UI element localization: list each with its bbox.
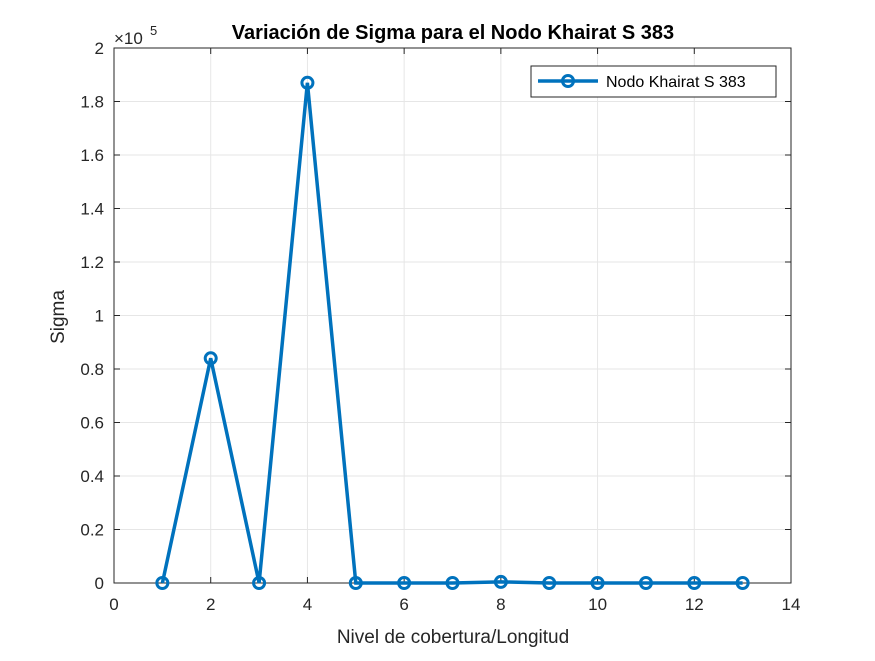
data-point-marker [445,576,460,590]
legend-marker-swatch [561,74,575,88]
x-axis-label: Nivel de cobertura/Longitud [337,627,569,648]
y-tick-label: 0 [95,574,104,593]
y-tick-label: 0.4 [80,467,104,486]
y-tick-label: 1.8 [80,93,104,112]
series-line [160,82,743,585]
data-point-marker [300,75,315,90]
y-axis-label: Sigma [48,290,69,344]
chart-title: Variación de Sigma para el Nodo Khairat … [232,22,674,44]
data-point-marker [203,351,218,366]
x-tick-label: 12 [685,595,704,614]
data-point-marker [252,576,267,590]
legend-entry-label: Nodo Khairat S 383 [606,74,746,91]
y-axis-exponent-power: 5 [150,23,157,38]
y-tick-label: 0.2 [80,521,104,540]
x-tick-label: 6 [399,595,408,614]
y-tick-label: 1 [95,307,104,326]
y-axis-exponent-base: ×10 [114,29,143,48]
data-point-marker [638,576,653,590]
x-tick-label: 0 [109,595,118,614]
data-point-marker [542,576,557,590]
data-point-marker [493,574,508,589]
data-series [155,75,750,590]
x-tick-label: 8 [496,595,505,614]
grid [113,47,792,584]
x-tick-label: 10 [588,595,607,614]
x-tick-label: 4 [303,595,312,614]
y-tick-label: 0.8 [80,360,104,379]
data-point-marker [735,576,750,590]
data-point-marker [348,576,363,590]
y-tick-label: 1.6 [80,146,104,165]
data-point-marker [397,576,412,590]
x-tick-label: 14 [782,595,801,614]
data-point-marker [590,576,605,590]
data-point-marker [155,576,170,590]
legend: Nodo Khairat S 383 [530,65,777,98]
y-tick-label: 0.6 [80,414,104,433]
ticks: 0 2 4 6 8 10 12 14 0 0.2 0.4 0.6 0.8 1 1.2 1.4 1.6 1.8 2 [80,39,800,614]
y-tick-label: 2 [95,39,104,58]
y-tick-label: 1.4 [80,200,104,219]
x-tick-label: 2 [206,595,215,614]
data-point-marker [687,576,702,590]
y-tick-label: 1.2 [80,253,104,272]
